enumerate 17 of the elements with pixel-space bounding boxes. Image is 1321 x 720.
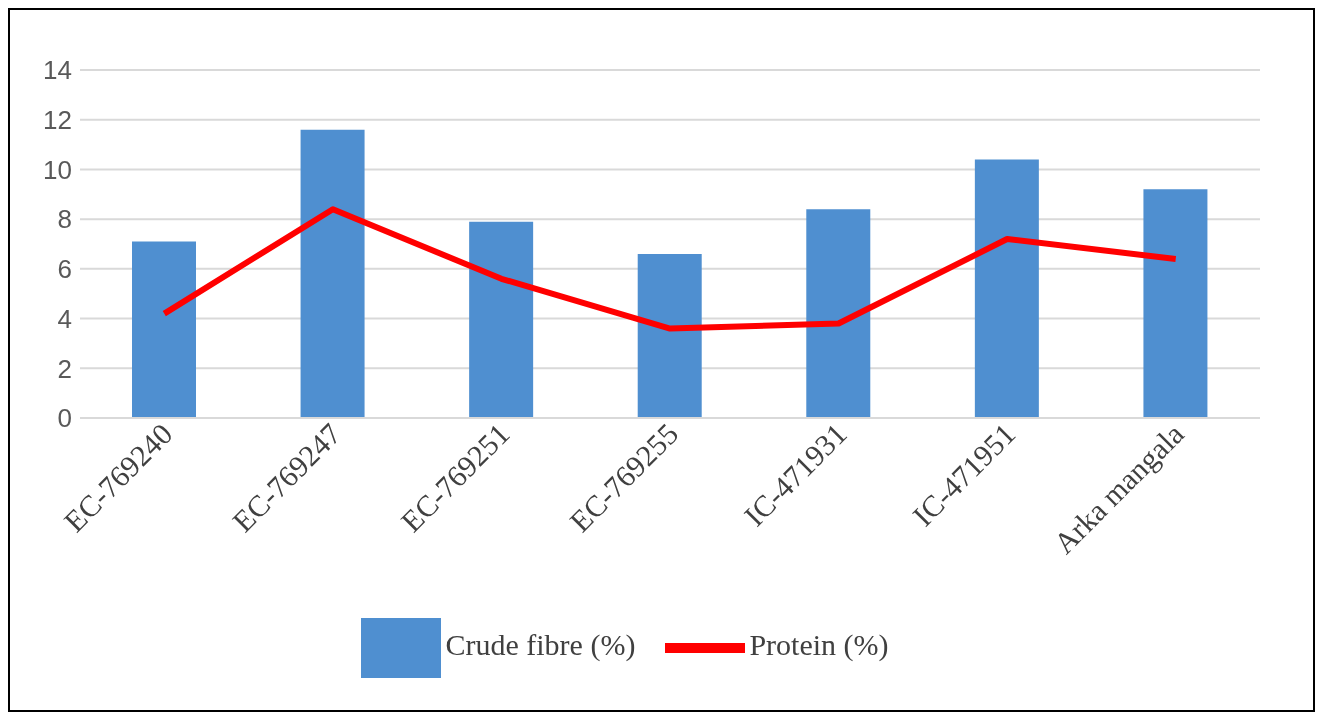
y-tick-label: 0 xyxy=(57,403,72,434)
legend-label: Protein (%) xyxy=(749,627,889,661)
legend-label: Crude fibre (%) xyxy=(445,627,636,661)
bar xyxy=(637,253,702,418)
bar xyxy=(806,209,871,418)
y-tick-label: 10 xyxy=(43,154,72,185)
y-tick-label: 8 xyxy=(57,204,72,235)
y-tick-label: 2 xyxy=(57,353,72,384)
bar xyxy=(300,129,365,418)
y-tick-label: 14 xyxy=(43,55,72,86)
bar xyxy=(974,159,1039,418)
y-tick-label: 4 xyxy=(57,303,72,334)
y-tick-label: 6 xyxy=(57,254,72,285)
bar xyxy=(1143,189,1208,418)
y-tick-label: 12 xyxy=(43,104,72,135)
bar xyxy=(132,241,196,418)
bar xyxy=(469,221,534,418)
